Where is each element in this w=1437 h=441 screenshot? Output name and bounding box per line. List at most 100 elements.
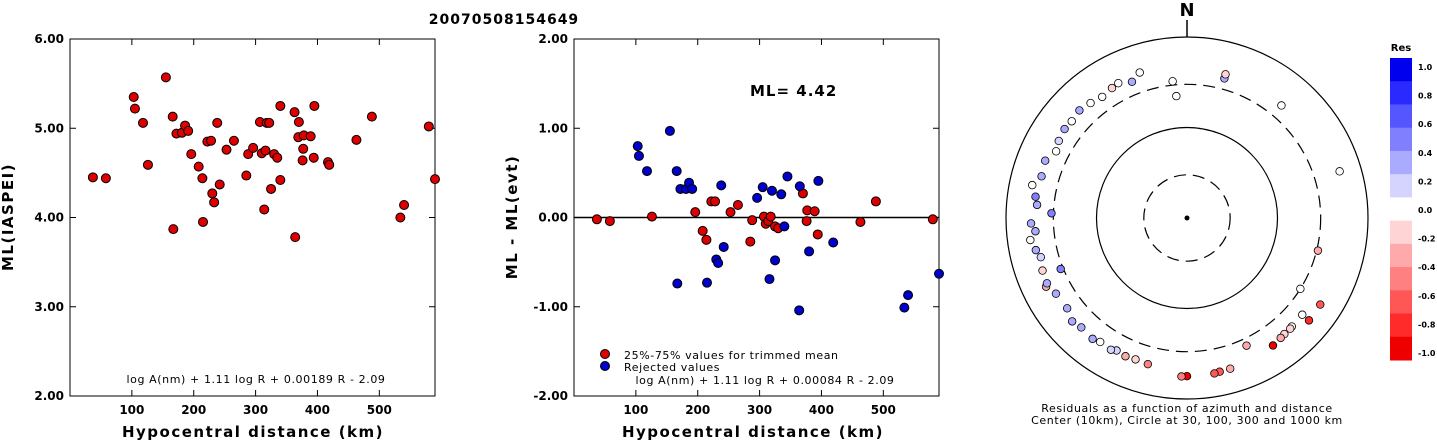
- station-marker: [1286, 324, 1295, 333]
- station-marker: [1335, 167, 1344, 176]
- data-point: [899, 302, 910, 313]
- data-point: [248, 142, 259, 153]
- data-point: [423, 121, 434, 132]
- station-marker: [1031, 192, 1040, 201]
- colorbar-tick-label: 0.4: [1418, 149, 1433, 158]
- colorbar-tick-label: 1.0: [1418, 63, 1433, 72]
- data-point: [664, 125, 675, 136]
- x-tick-label: 500: [367, 403, 392, 417]
- x-tick-label: 400: [809, 403, 834, 417]
- data-point: [228, 135, 239, 146]
- data-point: [794, 181, 805, 192]
- data-point: [604, 216, 615, 227]
- ylabel-1: ML(IASPEI): [0, 163, 17, 271]
- ylabel-2: ML - ML(evt): [503, 155, 521, 279]
- station-marker: [1114, 78, 1123, 88]
- station-marker: [1096, 337, 1105, 347]
- colorbar-tick-label: 0.0: [1418, 206, 1433, 215]
- station-marker: [1298, 310, 1307, 319]
- station-marker: [1106, 345, 1116, 354]
- data-point: [591, 214, 602, 225]
- station-marker: [1277, 101, 1286, 110]
- data-point: [903, 290, 914, 301]
- axis-ticks-1: 100 200 300 400 500 2.00 3.00 4.00 5.00 6.00: [34, 32, 435, 417]
- data-point: [672, 278, 683, 289]
- station-marker: [1067, 117, 1076, 126]
- station-marker: [1047, 209, 1056, 218]
- station-marker: [1056, 264, 1065, 274]
- station-marker: [1304, 316, 1314, 325]
- data-point: [209, 197, 220, 208]
- data-point: [167, 111, 178, 122]
- distance-ring: [1052, 83, 1322, 353]
- station-marker: [1028, 180, 1037, 190]
- formula-2: log A(nm) + 1.11 log R + 0.00084 R - 2.0…: [635, 374, 894, 387]
- data-point: [764, 274, 775, 285]
- colorbar-swatch: [1390, 313, 1412, 338]
- data-point: [702, 277, 713, 288]
- data-point: [138, 117, 148, 128]
- x-tick-label: 200: [685, 403, 710, 417]
- data-point: [766, 185, 777, 196]
- data-point: [716, 180, 727, 191]
- data-point: [129, 103, 140, 114]
- data-point: [395, 212, 406, 223]
- colorbar-swatch: [1390, 336, 1412, 361]
- data-point: [710, 196, 721, 207]
- y-tick-label: 2.00: [34, 389, 64, 403]
- panel-polar: N Residuals as a function of azimuth and…: [1005, 0, 1369, 427]
- panel-ml-residual: 100 200 300 400 500 -2.00 -1.00 0.00 1.00 2.00 ML…: [503, 32, 944, 441]
- colorbar-swatch: [1390, 174, 1412, 198]
- y-tick-label: -1.00: [533, 300, 568, 314]
- data-point: [687, 183, 698, 194]
- x-tick-label: 500: [871, 403, 896, 417]
- data-point: [308, 152, 319, 163]
- colorbar-tick-label: -1.0: [1418, 349, 1436, 358]
- colorbar-tick-label: 0.6: [1418, 120, 1433, 129]
- y-tick-label: -2.00: [533, 389, 568, 403]
- data-point: [186, 149, 197, 160]
- data-point: [266, 183, 277, 194]
- station-marker: [1062, 304, 1072, 313]
- figure-title: 20070508154649: [429, 12, 579, 28]
- data-points-1: [87, 72, 440, 243]
- y-tick-label: 0.00: [538, 211, 568, 225]
- colorbar-tick-label: -0.8: [1418, 320, 1436, 329]
- data-point: [725, 207, 736, 218]
- station-marker: [1088, 334, 1097, 344]
- data-point: [214, 179, 225, 190]
- data-point: [642, 166, 652, 177]
- data-point: [198, 216, 209, 227]
- colorbar-swatch: [1390, 267, 1412, 291]
- station-marker: [1276, 333, 1285, 343]
- x-tick-label: 300: [243, 403, 268, 417]
- colorbar-swatch: [1390, 127, 1412, 152]
- station-marker: [1168, 77, 1177, 86]
- data-point: [168, 224, 179, 235]
- data-point: [776, 189, 787, 200]
- station-marker: [1143, 359, 1153, 369]
- xlabel-1: Hypocentral distance (km): [122, 423, 384, 441]
- data-point: [366, 111, 377, 122]
- formula-1: log A(nm) + 1.11 log R + 0.00189 R - 2.0…: [126, 373, 385, 386]
- station-marker: [1268, 341, 1278, 350]
- data-point: [183, 125, 194, 136]
- station-marker: [1031, 227, 1040, 236]
- data-point: [801, 216, 812, 227]
- data-point: [782, 171, 793, 182]
- data-point: [324, 159, 335, 170]
- distance-rings: [1005, 36, 1369, 400]
- data-point: [298, 143, 309, 154]
- colorbar-swatch: [1390, 81, 1412, 105]
- data-point: [305, 131, 316, 142]
- data-point: [87, 172, 98, 183]
- panel-ml-iaspei: 100 200 300 400 500 2.00 3.00 4.00 5.00 6.00 Hypo…: [0, 32, 440, 441]
- station-marker: [1060, 124, 1069, 134]
- data-point: [646, 211, 657, 222]
- station-marker: [1077, 323, 1086, 332]
- data-point: [290, 232, 301, 243]
- x-tick-label: 200: [181, 403, 206, 417]
- data-point: [713, 258, 724, 269]
- colorbar-swatch: [1390, 243, 1412, 268]
- data-point: [275, 100, 286, 111]
